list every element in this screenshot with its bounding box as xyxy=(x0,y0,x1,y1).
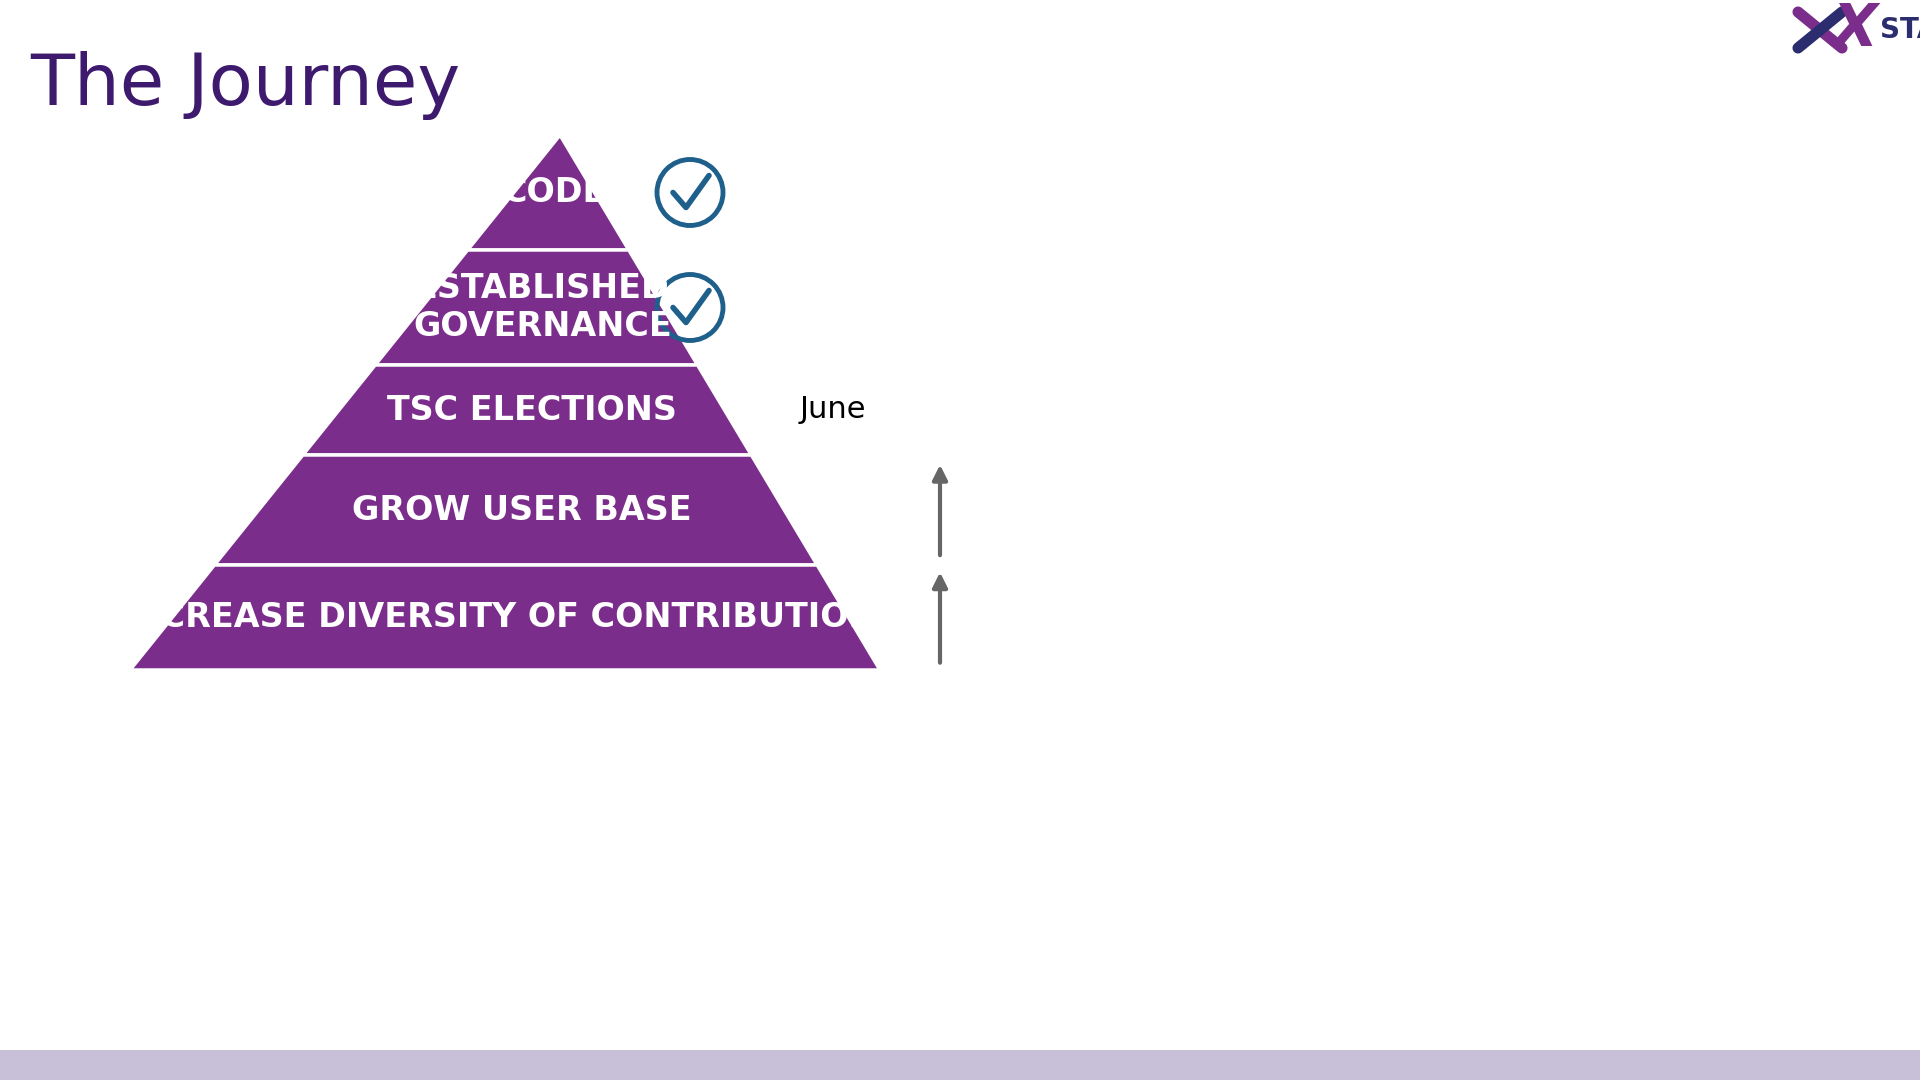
Text: CODE: CODE xyxy=(503,176,607,210)
Polygon shape xyxy=(374,249,697,365)
Text: X: X xyxy=(1832,1,1878,58)
Text: GROW USER BASE: GROW USER BASE xyxy=(351,494,691,526)
Text: June: June xyxy=(801,395,866,424)
Text: STARLINGX: STARLINGX xyxy=(1880,16,1920,44)
Polygon shape xyxy=(303,365,751,455)
Text: TSC ELECTIONS: TSC ELECTIONS xyxy=(386,393,676,427)
Text: INCREASE DIVERSITY OF CONTRIBUTIONS: INCREASE DIVERSITY OF CONTRIBUTIONS xyxy=(121,600,900,634)
Polygon shape xyxy=(468,135,628,249)
Polygon shape xyxy=(215,455,818,565)
Text: ESTABLISHED
GOVERNANCE: ESTABLISHED GOVERNANCE xyxy=(413,272,672,343)
Bar xyxy=(0,1050,1920,1080)
Polygon shape xyxy=(131,565,879,670)
Text: The Journey: The Journey xyxy=(31,51,461,120)
